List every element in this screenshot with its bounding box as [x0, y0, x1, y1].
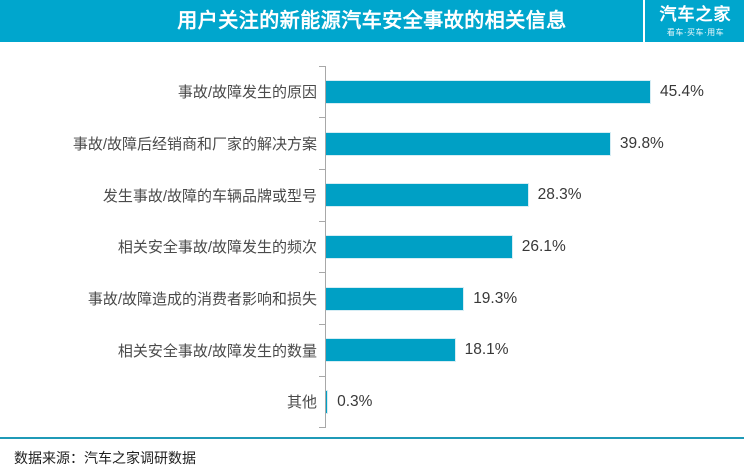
plot-area: 26.1%: [319, 220, 744, 273]
category-label: 发生事故/故障的车辆品牌或型号: [102, 187, 317, 205]
value-label: 0.3%: [337, 392, 373, 410]
axis-tick: [319, 427, 326, 429]
logo-name: 汽车之家: [659, 5, 732, 24]
bar: [326, 234, 513, 259]
axis-tick: [319, 220, 326, 222]
bar-chart: 事故/故障发生的原因 45.4% 事故/故障后经销商和厂家的解决方案 39.8% 发生事…: [0, 65, 744, 429]
value-label: 45.4%: [660, 82, 704, 100]
category-label: 相关安全事故/故障发生的数量: [117, 342, 317, 360]
chart-row: 事故/故障发生的原因 45.4%: [0, 65, 744, 118]
data-source-label: 数据来源：汽车之家调研数据: [14, 450, 196, 466]
page-title: 用户关注的新能源汽车安全事故的相关信息: [177, 10, 567, 32]
chart-row: 发生事故/故障的车辆品牌或型号 28.3%: [0, 168, 744, 222]
value-label: 18.1%: [464, 341, 509, 359]
category-label: 事故/故障造成的消费者影响和损失: [87, 291, 317, 309]
axis-tick: [319, 272, 326, 274]
footer-divider: [0, 437, 744, 439]
axis-tick: [319, 375, 326, 377]
plot-area: 19.3%: [319, 272, 744, 325]
value-label: 39.8%: [619, 134, 664, 152]
axis-tick: [319, 117, 326, 119]
autohome-logo: 汽车之家 看车·买车·用车: [647, 0, 744, 42]
plot-area: 28.3%: [319, 168, 744, 222]
axis-tick: [319, 65, 326, 67]
axis-tick: [319, 168, 326, 170]
bar: [326, 79, 651, 104]
header-banner: 用户关注的新能源汽车安全事故的相关信息 汽车之家 看车·买车·用车: [0, 0, 744, 42]
chart-row: 事故/故障造成的消费者影响和损失 19.3%: [0, 272, 744, 325]
category-label: 其他: [286, 394, 317, 412]
category-label: 相关安全事故/故障发生的频次: [117, 239, 317, 257]
bar: [326, 389, 329, 414]
bar: [326, 338, 456, 363]
value-label: 19.3%: [473, 289, 518, 307]
bar: [326, 286, 465, 311]
category-label: 事故/故障发生的原因: [177, 84, 317, 102]
plot-area: 0.3%: [319, 375, 744, 429]
plot-area: 39.8%: [319, 117, 744, 170]
bar: [326, 183, 529, 208]
plot-area: 18.1%: [319, 323, 744, 377]
chart-row: 事故/故障后经销商和厂家的解决方案 39.8%: [0, 117, 744, 170]
bar: [326, 131, 611, 156]
chart-row: 其他 0.3%: [0, 375, 744, 429]
chart-row: 相关安全事故/故障发生的频次 26.1%: [0, 220, 744, 273]
axis-tick: [319, 323, 326, 325]
plot-area: 45.4%: [319, 65, 744, 118]
chart-row: 相关安全事故/故障发生的数量 18.1%: [0, 323, 744, 377]
logo-divider: [643, 0, 645, 42]
logo-slogan: 看车·买车·用车: [666, 27, 725, 37]
value-label: 26.1%: [521, 237, 566, 255]
category-label: 事故/故障后经销商和厂家的解决方案: [72, 136, 317, 154]
value-label: 28.3%: [537, 186, 582, 204]
